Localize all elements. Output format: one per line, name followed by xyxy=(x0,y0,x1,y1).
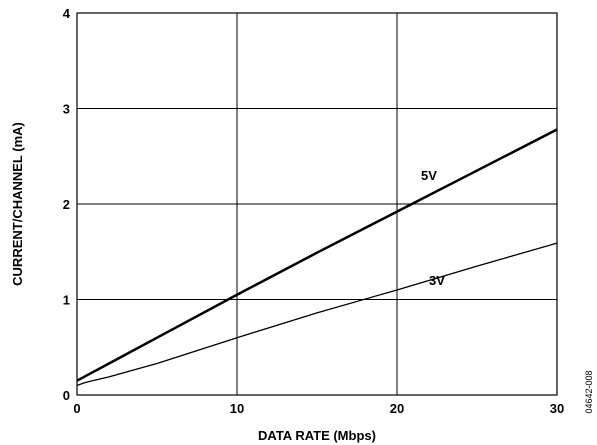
y-tick-label: 1 xyxy=(63,293,70,308)
series-label-3v: 3V xyxy=(429,273,445,288)
x-tick-labels: 0 10 20 30 xyxy=(73,401,564,416)
plot-frame xyxy=(76,12,558,396)
y-tick-label: 0 xyxy=(63,388,70,403)
series-line-3v xyxy=(76,242,558,387)
y-tick-labels: 0 1 2 3 4 xyxy=(63,6,71,403)
x-tick-label: 0 xyxy=(73,401,80,416)
y-tick-label: 4 xyxy=(63,6,71,21)
series-line-5v xyxy=(76,128,558,382)
series-labels: 5V 3V xyxy=(421,168,445,288)
y-tick-label: 3 xyxy=(63,102,70,117)
series-lines xyxy=(76,128,558,387)
x-tick-label: 10 xyxy=(230,401,244,416)
grid xyxy=(77,13,557,395)
series-label-5v: 5V xyxy=(421,168,437,183)
x-tick-label: 30 xyxy=(550,401,564,416)
figure-id: 04642-008 xyxy=(584,370,594,413)
x-axis-title: DATA RATE (Mbps) xyxy=(258,428,376,443)
y-axis-title: CURRENT/CHANNEL (mA) xyxy=(10,122,25,286)
y-tick-label: 2 xyxy=(63,197,70,212)
x-tick-label: 20 xyxy=(390,401,404,416)
